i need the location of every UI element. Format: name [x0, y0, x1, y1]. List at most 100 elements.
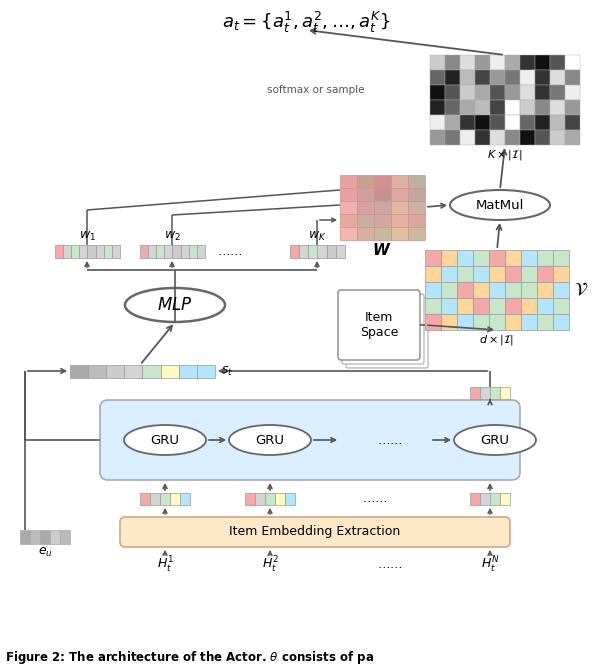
- Bar: [537, 298, 553, 314]
- Bar: [490, 387, 500, 399]
- Text: $a_t = \{a_t^1, a_t^2, \ldots, a_t^K\}$: $a_t = \{a_t^1, a_t^2, \ldots, a_t^K\}$: [222, 9, 390, 35]
- Bar: [80, 245, 88, 258]
- Bar: [441, 282, 457, 298]
- Text: $w_1$: $w_1$: [78, 229, 95, 243]
- Bar: [391, 201, 408, 214]
- FancyBboxPatch shape: [342, 294, 424, 364]
- Bar: [160, 365, 179, 378]
- Bar: [460, 100, 475, 115]
- Bar: [255, 493, 265, 505]
- Bar: [445, 70, 460, 85]
- Bar: [430, 70, 445, 85]
- Text: softmax or sample: softmax or sample: [267, 85, 365, 95]
- Bar: [179, 365, 197, 378]
- Text: $\ldots\ldots$: $\ldots\ldots$: [362, 492, 388, 505]
- Bar: [63, 245, 71, 258]
- Bar: [340, 214, 357, 227]
- Bar: [473, 250, 489, 266]
- Text: $K \times |\mathcal{I}|$: $K \times |\mathcal{I}|$: [487, 148, 523, 162]
- Bar: [95, 245, 104, 258]
- Bar: [106, 365, 124, 378]
- Bar: [470, 493, 480, 505]
- Bar: [565, 55, 580, 70]
- Bar: [60, 530, 70, 544]
- Bar: [535, 70, 550, 85]
- Bar: [197, 245, 205, 258]
- Bar: [245, 493, 255, 505]
- Bar: [275, 493, 285, 505]
- Bar: [457, 250, 473, 266]
- Text: $\bfit{W}$: $\bfit{W}$: [372, 242, 392, 258]
- Bar: [505, 55, 520, 70]
- Bar: [318, 245, 327, 258]
- Bar: [340, 175, 357, 188]
- Bar: [553, 250, 569, 266]
- Bar: [20, 530, 30, 544]
- Bar: [535, 85, 550, 100]
- Ellipse shape: [229, 425, 311, 455]
- Text: GRU: GRU: [255, 433, 285, 446]
- Bar: [521, 266, 537, 282]
- Bar: [505, 282, 521, 298]
- Bar: [50, 530, 60, 544]
- Bar: [553, 266, 569, 282]
- Bar: [550, 130, 565, 145]
- Bar: [430, 100, 445, 115]
- Bar: [374, 188, 391, 201]
- Bar: [475, 85, 490, 100]
- Bar: [441, 298, 457, 314]
- Text: $\ldots\ldots$: $\ldots\ldots$: [377, 559, 403, 572]
- Ellipse shape: [454, 425, 536, 455]
- Bar: [470, 387, 480, 399]
- FancyBboxPatch shape: [346, 298, 428, 368]
- Bar: [490, 55, 505, 70]
- Bar: [520, 100, 535, 115]
- Bar: [565, 115, 580, 130]
- Bar: [457, 282, 473, 298]
- Bar: [425, 314, 441, 330]
- Bar: [520, 85, 535, 100]
- Bar: [460, 55, 475, 70]
- Bar: [357, 201, 374, 214]
- Bar: [475, 70, 490, 85]
- Bar: [505, 100, 520, 115]
- Bar: [460, 70, 475, 85]
- Bar: [408, 175, 425, 188]
- Bar: [391, 214, 408, 227]
- Bar: [490, 70, 505, 85]
- Bar: [505, 70, 520, 85]
- Bar: [150, 493, 160, 505]
- Bar: [188, 245, 197, 258]
- Text: $e_u$: $e_u$: [37, 545, 53, 559]
- Bar: [460, 115, 475, 130]
- Bar: [408, 214, 425, 227]
- Bar: [535, 100, 550, 115]
- Bar: [550, 70, 565, 85]
- Bar: [165, 245, 173, 258]
- Bar: [460, 130, 475, 145]
- Bar: [489, 282, 505, 298]
- Bar: [430, 115, 445, 130]
- Bar: [408, 201, 425, 214]
- Text: Item Embedding Extraction: Item Embedding Extraction: [230, 525, 401, 539]
- Bar: [374, 214, 391, 227]
- Bar: [505, 130, 520, 145]
- Text: $s_t$: $s_t$: [221, 364, 233, 378]
- Bar: [180, 493, 190, 505]
- Text: GRU: GRU: [480, 433, 510, 446]
- Bar: [520, 70, 535, 85]
- Bar: [521, 250, 537, 266]
- Bar: [357, 214, 374, 227]
- Bar: [299, 245, 308, 258]
- Bar: [88, 245, 95, 258]
- Bar: [473, 314, 489, 330]
- Text: $\ldots\ldots$: $\ldots\ldots$: [377, 433, 403, 446]
- Bar: [140, 245, 148, 258]
- Bar: [445, 85, 460, 100]
- Bar: [425, 250, 441, 266]
- Bar: [457, 314, 473, 330]
- Bar: [425, 282, 441, 298]
- Bar: [70, 365, 88, 378]
- Bar: [550, 115, 565, 130]
- Ellipse shape: [124, 425, 206, 455]
